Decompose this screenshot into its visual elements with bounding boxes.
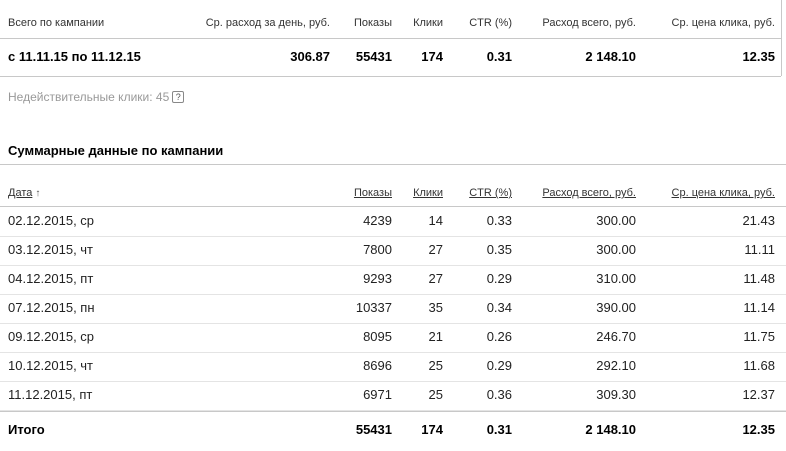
total-clicks: 174 — [421, 422, 443, 437]
row-clicks: 27 — [428, 242, 443, 257]
row-clicks: 25 — [428, 387, 443, 402]
table-row: 02.12.2015, ср 4239 14 0.33 300.00 21.43 — [0, 207, 786, 237]
row-clicks: 35 — [428, 300, 443, 315]
sort-by-clicks-link[interactable]: Клики — [413, 187, 443, 199]
total-label: Итого — [8, 422, 45, 437]
row-ctr: 0.34 — [486, 300, 512, 315]
row-total: 300.00 — [596, 213, 636, 228]
detail-header-divider — [0, 206, 786, 207]
total-ctr: 0.31 — [486, 422, 512, 437]
summary-total: 2 148.10 — [585, 49, 636, 64]
row-ctr: 0.29 — [486, 358, 512, 373]
summary-data-row — [0, 39, 781, 77]
row-avg-click: 11.68 — [743, 358, 775, 373]
summary-header-row — [0, 0, 781, 39]
section-title: Суммарные данные по кампании — [8, 143, 224, 158]
row-avg-click: 11.14 — [743, 300, 775, 315]
row-ctr: 0.26 — [486, 329, 512, 344]
table-row: 04.12.2015, пт 9293 27 0.29 310.00 11.48 — [0, 265, 786, 295]
row-date: 09.12.2015, ср — [8, 329, 95, 344]
sort-by-ctr-link[interactable]: CTR (%) — [469, 187, 512, 199]
row-ctr: 0.29 — [486, 271, 512, 286]
summary-avg-day: 306.87 — [290, 49, 330, 64]
summary-ctr: 0.31 — [486, 49, 512, 64]
total-divider — [0, 411, 786, 412]
summary-header-clicks: Клики — [413, 17, 443, 29]
row-total: 246.70 — [596, 329, 636, 344]
table-row: 07.12.2015, пн 10337 35 0.34 390.00 11.14 — [0, 294, 786, 324]
help-icon[interactable]: ? — [172, 91, 185, 103]
row-ctr: 0.36 — [486, 387, 512, 402]
total-avg-click: 12.35 — [742, 422, 775, 437]
table-row: 09.12.2015, ср 8095 21 0.26 246.70 11.75 — [0, 323, 786, 353]
summary-header-avg-day: Ср. расход за день, руб. — [205, 17, 330, 29]
row-ctr: 0.33 — [486, 213, 512, 228]
row-total: 292.10 — [596, 358, 636, 373]
row-avg-click: 21.43 — [742, 213, 775, 228]
summary-period: с 11.11.15 по 11.12.15 — [8, 49, 141, 64]
row-ctr: 0.35 — [486, 242, 512, 257]
sort-by-avg-click-link[interactable]: Ср. цена клика, руб. — [671, 187, 775, 199]
table-row: 11.12.2015, пт 6971 25 0.36 309.30 12.37 — [0, 381, 786, 411]
sort-by-shows-link[interactable]: Показы — [353, 187, 392, 199]
sort-arrow-icon: ↑ — [35, 188, 41, 199]
row-total: 390.00 — [596, 300, 636, 315]
table-row: 10.12.2015, чт 8696 25 0.29 292.10 11.68 — [0, 352, 786, 382]
campaign-summary-table — [0, 0, 782, 77]
row-avg-click: 12.37 — [742, 387, 775, 402]
row-total: 309.30 — [596, 387, 636, 402]
invalid-clicks: Недействительные клики: 45? — [8, 90, 185, 104]
total-total: 2 148.10 — [585, 422, 636, 437]
summary-header-avg-click: Ср. цена клика, руб. — [671, 17, 775, 29]
summary-avg-click: 12.35 — [742, 49, 775, 64]
table-row: 03.12.2015, чт 7800 27 0.35 300.00 11.11 — [0, 236, 786, 266]
summary-header-total: Расход всего, руб. — [542, 17, 636, 29]
row-shows: 7800 — [363, 242, 392, 257]
row-avg-click: 11.75 — [743, 329, 775, 344]
row-date: 03.12.2015, чт — [8, 242, 94, 257]
row-shows: 6971 — [363, 387, 392, 402]
summary-clicks: 174 — [421, 49, 443, 64]
summary-header-ctr: CTR (%) — [469, 17, 512, 29]
row-clicks: 14 — [428, 213, 443, 228]
date-header-label: Дата — [8, 187, 33, 199]
row-shows: 9293 — [363, 271, 392, 286]
row-avg-click: 11.11 — [744, 242, 775, 257]
row-date: 04.12.2015, пт — [8, 271, 94, 286]
sort-by-total-link[interactable]: Расход всего, руб. — [542, 187, 636, 199]
row-shows: 8095 — [363, 329, 392, 344]
section-divider — [0, 164, 786, 165]
summary-header-campaign: Всего по кампании — [8, 17, 105, 29]
row-total: 310.00 — [596, 271, 636, 286]
row-date: 07.12.2015, пн — [8, 300, 95, 315]
row-shows: 8696 — [363, 358, 392, 373]
row-date: 11.12.2015, пт — [8, 387, 93, 402]
sort-by-date-link[interactable]: Дата ↑ — [8, 187, 40, 199]
row-date: 02.12.2015, ср — [8, 213, 95, 228]
row-shows: 4239 — [363, 213, 392, 228]
summary-shows: 55431 — [355, 49, 392, 64]
row-avg-click: 11.48 — [743, 271, 775, 286]
row-clicks: 21 — [428, 329, 443, 344]
summary-header-shows: Показы — [353, 17, 392, 29]
row-clicks: 25 — [428, 358, 443, 373]
total-shows: 55431 — [355, 422, 392, 437]
invalid-clicks-label: Недействительные клики: 45 — [8, 90, 170, 104]
row-total: 300.00 — [596, 242, 636, 257]
row-date: 10.12.2015, чт — [8, 358, 94, 373]
row-shows: 10337 — [355, 300, 392, 315]
row-clicks: 27 — [428, 271, 443, 286]
